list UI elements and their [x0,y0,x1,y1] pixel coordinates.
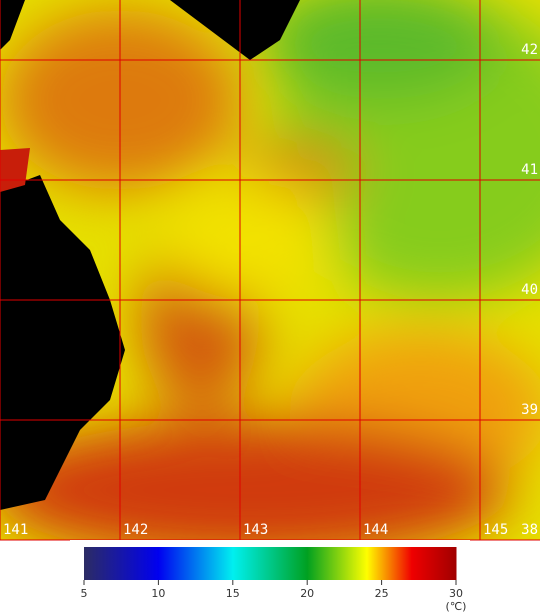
colorbar-segment [158,547,234,580]
colorbar-tick-label: 15 [226,587,240,600]
lon-label: 145 [483,522,508,538]
colorbar-segment [307,547,368,580]
colorbar-segment [232,547,308,580]
colorbar-tick-label: 10 [151,587,165,600]
lat-label: 38 [521,522,538,538]
lon-label: 144 [363,522,388,538]
lat-label: 39 [521,402,538,418]
colorbar-tick-label: 25 [375,587,389,600]
lon-label: 141 [3,522,28,538]
graticule: 141 142 143 144 145 42 41 40 39 38 [0,0,540,541]
lat-label: 41 [521,162,538,178]
colorbar-segment [84,547,159,580]
colorbar-segment [366,547,412,580]
lat-label: 42 [521,42,538,58]
colorbar-tick-label: 5 [81,587,88,600]
lon-label: 142 [123,522,148,538]
colorbar-segment [411,547,457,580]
colorbar: 5 10 15 20 25 30(℃) [81,547,467,613]
colorbar-unit: (℃) [446,600,467,613]
lat-label: 40 [521,282,538,298]
lon-label: 143 [243,522,268,538]
colorbar-tick-label: 20 [300,587,314,600]
colorbar-tick-label: 30 [449,587,463,600]
sst-field [0,0,540,540]
